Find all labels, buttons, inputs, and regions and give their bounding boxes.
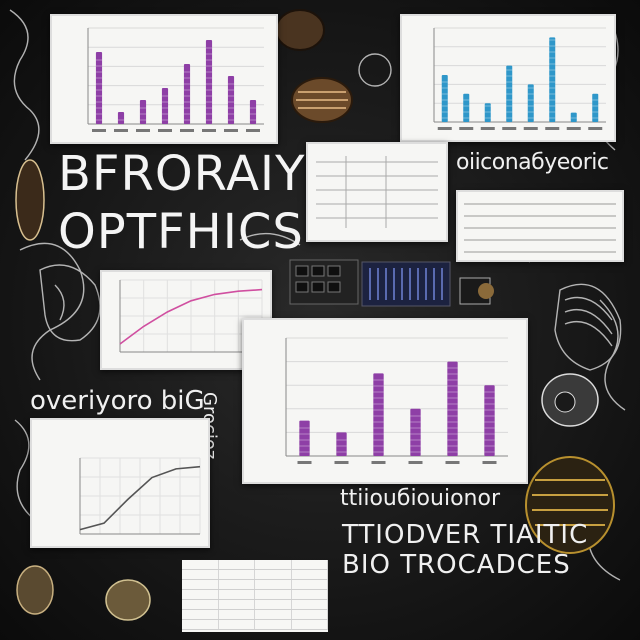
tick-label	[480, 127, 495, 130]
bottom-table-left	[182, 560, 328, 632]
bar	[410, 408, 421, 456]
series-line	[79, 465, 201, 531]
tick-label	[437, 127, 452, 130]
bar	[249, 100, 257, 124]
line-chart-panel-bottom-left	[30, 418, 210, 548]
bar	[484, 385, 495, 456]
scribble-left-mid: overiyoro biG	[30, 386, 205, 416]
tick-label	[114, 129, 128, 132]
bar	[484, 103, 491, 122]
tick-label	[459, 127, 474, 130]
line-chart-pink	[119, 279, 263, 353]
bar	[570, 112, 577, 122]
bar	[161, 88, 169, 124]
headline-line-2: OPTFHICS	[58, 204, 304, 260]
tick-label	[482, 461, 497, 464]
tick-label	[92, 129, 106, 132]
spec-sheet-panel	[456, 190, 624, 262]
bar	[373, 373, 384, 456]
bar	[527, 84, 534, 122]
tick-label	[408, 461, 423, 464]
spec-sheet-lines	[464, 203, 616, 253]
bar	[95, 52, 103, 124]
scribble-bottom-upper: ttiiouбiouionor	[340, 486, 500, 511]
bar-chart-blue	[433, 27, 606, 130]
bar	[117, 112, 125, 124]
bar	[139, 100, 147, 124]
bar-chart-panel-top-right	[400, 14, 616, 142]
tick-label	[502, 127, 517, 130]
bar-chart-panel-top-left	[50, 14, 278, 144]
bar	[227, 76, 235, 124]
tick-label	[545, 127, 560, 130]
tick-label	[566, 127, 581, 130]
bar	[447, 361, 458, 456]
data-sheet-lines	[316, 156, 438, 228]
tick-label	[588, 127, 603, 130]
bar	[336, 432, 347, 456]
series-line	[119, 288, 263, 345]
tick-label	[136, 129, 150, 132]
bar-chart-center	[285, 337, 508, 464]
scribble-top-right: oiiconaбyeoric	[456, 150, 609, 175]
tick-label	[158, 129, 172, 132]
tick-label	[202, 129, 216, 132]
bar	[506, 65, 513, 122]
tick-label	[246, 129, 260, 132]
line-chart-gray	[79, 457, 201, 535]
tick-label	[371, 461, 386, 464]
headline-line-1: BFRORAIY	[58, 146, 306, 202]
bar	[441, 75, 448, 122]
bar	[463, 93, 470, 122]
tick-label	[180, 129, 194, 132]
bar	[183, 64, 191, 124]
bar-chart-panel-center	[242, 318, 528, 484]
bar	[549, 37, 556, 122]
bar	[592, 93, 599, 122]
bar	[299, 420, 310, 456]
tick-label	[445, 461, 460, 464]
scribble-bottom-line-2: BIO TROCADCES	[342, 550, 571, 580]
tick-label	[334, 461, 349, 464]
bar-chart-purple	[87, 27, 264, 132]
data-sheet-panel	[306, 142, 448, 242]
tick-label	[523, 127, 538, 130]
bar	[205, 40, 213, 124]
tick-label	[297, 461, 312, 464]
scribble-bottom-line-1: TTIODVER TIAITIC	[342, 520, 589, 550]
tick-label	[224, 129, 238, 132]
